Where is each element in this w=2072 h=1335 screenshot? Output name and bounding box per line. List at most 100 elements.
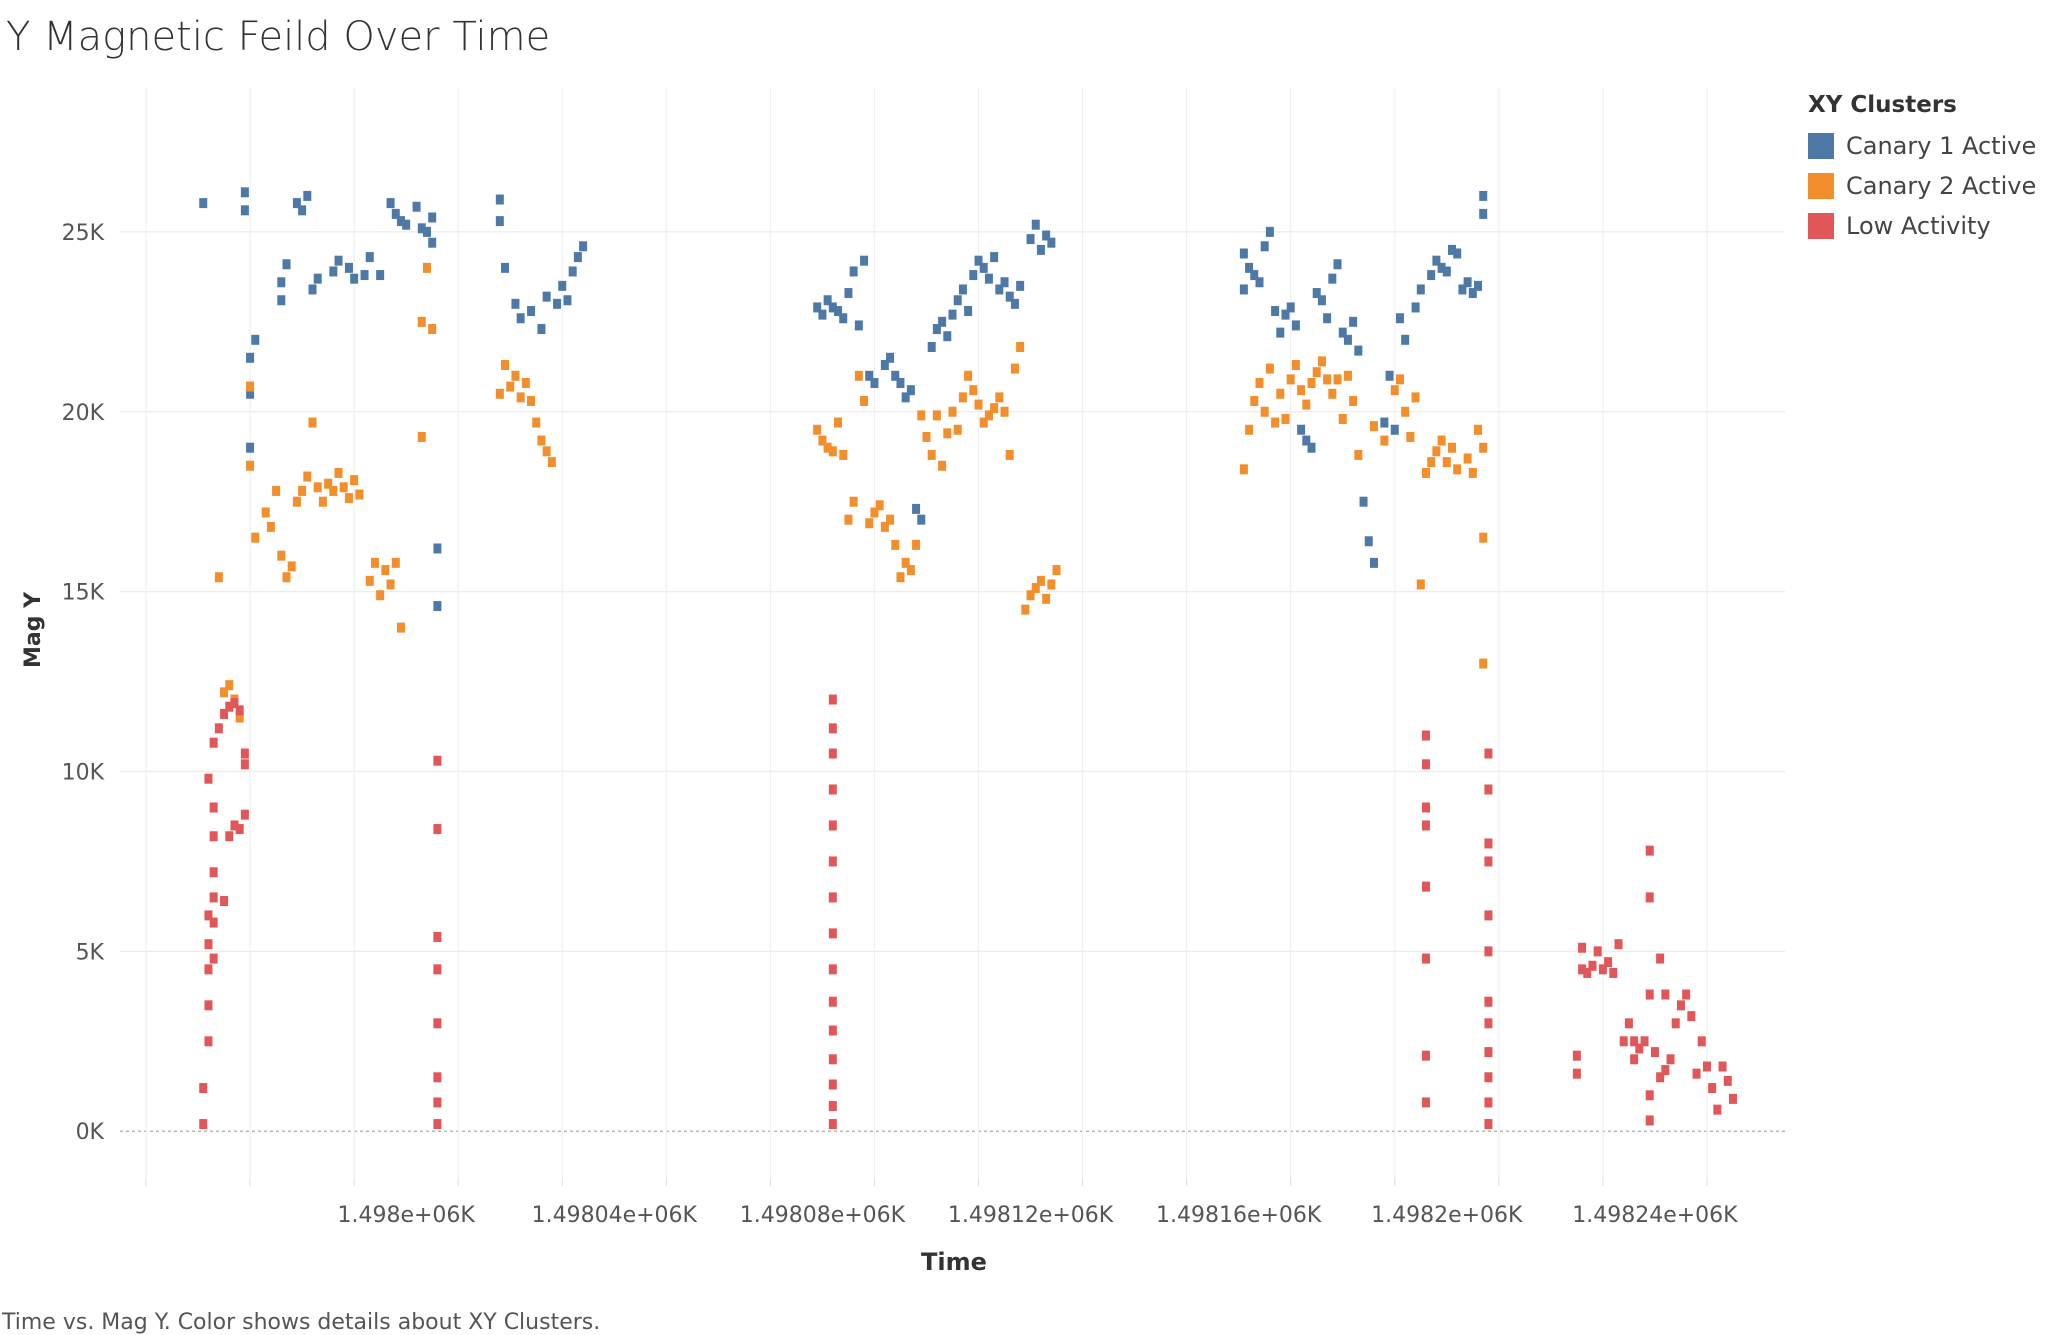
- data-point[interactable]: [1047, 579, 1056, 590]
- data-point[interactable]: [828, 302, 837, 313]
- data-point[interactable]: [360, 270, 369, 281]
- data-point[interactable]: [1265, 226, 1274, 237]
- data-point[interactable]: [896, 572, 905, 583]
- data-point[interactable]: [350, 273, 359, 284]
- data-point[interactable]: [1598, 964, 1607, 975]
- data-point[interactable]: [501, 359, 510, 370]
- data-point[interactable]: [1479, 442, 1488, 453]
- data-point[interactable]: [277, 295, 286, 306]
- data-point[interactable]: [1474, 280, 1483, 291]
- data-point[interactable]: [272, 485, 281, 496]
- legend-item-low-activity[interactable]: Low Activity: [1808, 206, 2036, 246]
- data-point[interactable]: [1338, 413, 1347, 424]
- data-point[interactable]: [1484, 838, 1493, 849]
- data-point[interactable]: [953, 295, 962, 306]
- data-point[interactable]: [282, 259, 291, 270]
- data-point[interactable]: [1609, 967, 1618, 978]
- data-point[interactable]: [209, 917, 218, 928]
- data-point[interactable]: [1401, 406, 1410, 417]
- data-point[interactable]: [1442, 457, 1451, 468]
- data-point[interactable]: [849, 496, 858, 507]
- data-point[interactable]: [240, 748, 249, 759]
- data-point[interactable]: [292, 198, 301, 209]
- data-point[interactable]: [235, 824, 244, 835]
- data-point[interactable]: [1421, 467, 1430, 478]
- data-point[interactable]: [251, 532, 260, 543]
- data-point[interactable]: [225, 701, 234, 712]
- data-point[interactable]: [839, 313, 848, 324]
- data-point[interactable]: [1281, 309, 1290, 320]
- data-point[interactable]: [1630, 1036, 1639, 1047]
- data-point[interactable]: [1369, 557, 1378, 568]
- data-point[interactable]: [1036, 575, 1045, 586]
- data-point[interactable]: [938, 460, 947, 471]
- data-point[interactable]: [495, 388, 504, 399]
- data-point[interactable]: [422, 262, 431, 273]
- data-point[interactable]: [308, 417, 317, 428]
- data-point[interactable]: [948, 406, 957, 417]
- data-point[interactable]: [990, 252, 999, 263]
- data-point[interactable]: [1276, 327, 1285, 338]
- data-point[interactable]: [396, 622, 405, 633]
- data-point[interactable]: [199, 1119, 208, 1130]
- data-point[interactable]: [402, 219, 411, 230]
- data-point[interactable]: [433, 824, 442, 835]
- data-point[interactable]: [979, 417, 988, 428]
- data-point[interactable]: [964, 306, 973, 317]
- data-point[interactable]: [886, 352, 895, 363]
- data-point[interactable]: [422, 226, 431, 237]
- data-point[interactable]: [209, 737, 218, 748]
- data-point[interactable]: [417, 223, 426, 234]
- data-point[interactable]: [537, 435, 546, 446]
- data-point[interactable]: [579, 241, 588, 252]
- data-point[interactable]: [828, 856, 837, 867]
- data-point[interactable]: [251, 334, 260, 345]
- data-point[interactable]: [225, 831, 234, 842]
- data-point[interactable]: [563, 295, 572, 306]
- data-point[interactable]: [318, 496, 327, 507]
- data-point[interactable]: [1416, 579, 1425, 590]
- data-point[interactable]: [412, 201, 421, 212]
- data-point[interactable]: [1656, 953, 1665, 964]
- data-point[interactable]: [1349, 316, 1358, 327]
- data-point[interactable]: [1427, 270, 1436, 281]
- data-point[interactable]: [979, 262, 988, 273]
- data-point[interactable]: [828, 1025, 837, 1036]
- data-point[interactable]: [1687, 1011, 1696, 1022]
- data-point[interactable]: [204, 964, 213, 975]
- data-point[interactable]: [1635, 1043, 1644, 1054]
- data-point[interactable]: [1713, 1104, 1722, 1115]
- data-point[interactable]: [1265, 363, 1274, 374]
- data-point[interactable]: [870, 507, 879, 518]
- data-point[interactable]: [1323, 374, 1332, 385]
- data-point[interactable]: [1047, 237, 1056, 248]
- data-point[interactable]: [865, 518, 874, 529]
- data-point[interactable]: [1572, 1050, 1581, 1061]
- data-point[interactable]: [1421, 759, 1430, 770]
- data-point[interactable]: [912, 503, 921, 514]
- data-point[interactable]: [1317, 295, 1326, 306]
- data-point[interactable]: [828, 723, 837, 734]
- data-point[interactable]: [391, 557, 400, 568]
- data-point[interactable]: [542, 446, 551, 457]
- data-point[interactable]: [1349, 395, 1358, 406]
- data-point[interactable]: [1281, 413, 1290, 424]
- data-point[interactable]: [1484, 856, 1493, 867]
- data-point[interactable]: [1614, 939, 1623, 950]
- data-point[interactable]: [214, 723, 223, 734]
- data-point[interactable]: [235, 705, 244, 716]
- data-point[interactable]: [1406, 431, 1415, 442]
- data-point[interactable]: [912, 539, 921, 550]
- data-point[interactable]: [1421, 802, 1430, 813]
- data-point[interactable]: [553, 298, 562, 309]
- data-point[interactable]: [943, 331, 952, 342]
- data-point[interactable]: [1578, 942, 1587, 953]
- data-point[interactable]: [828, 964, 837, 975]
- data-point[interactable]: [906, 385, 915, 396]
- data-point[interactable]: [1245, 262, 1254, 273]
- data-point[interactable]: [287, 561, 296, 572]
- data-point[interactable]: [1297, 424, 1306, 435]
- data-point[interactable]: [1593, 946, 1602, 957]
- data-point[interactable]: [1042, 593, 1051, 604]
- data-point[interactable]: [1380, 435, 1389, 446]
